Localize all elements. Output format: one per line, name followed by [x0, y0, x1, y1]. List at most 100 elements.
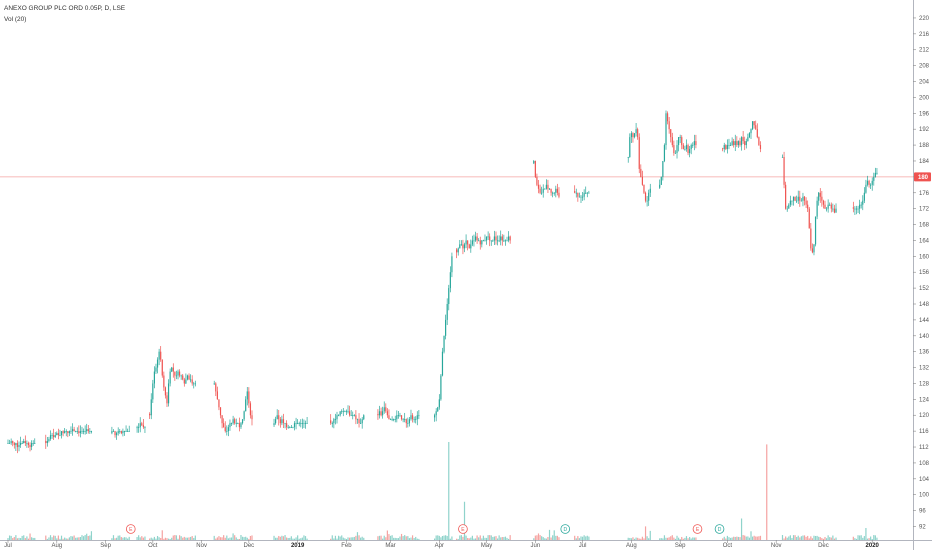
price-axis[interactable]: 92 96 100 104 108 112 116 120 124 128 132 136 140 144… — [913, 16, 931, 531]
candle-body — [26, 443, 28, 444]
earnings-marker[interactable] — [125, 524, 136, 534]
candle-body — [84, 431, 86, 432]
candle-body — [553, 192, 555, 194]
volume-bar — [504, 536, 507, 540]
candle-body — [213, 383, 215, 385]
candle-body — [155, 367, 157, 372]
volume-bar — [29, 533, 31, 540]
volume-bar — [588, 536, 590, 540]
candle-body — [740, 137, 743, 146]
volume-spike-bar — [463, 501, 466, 540]
candle-body — [191, 379, 193, 384]
y-tick-label: 156 — [919, 270, 930, 276]
volume-bar — [739, 537, 741, 540]
volume-bar — [728, 537, 730, 540]
candle-body — [144, 427, 146, 428]
event-marker-letter: E — [129, 527, 133, 533]
candle-body — [558, 192, 560, 197]
x-tick-label: Mar — [385, 543, 395, 549]
volume-spike-bar — [740, 518, 743, 540]
volume-bar — [558, 537, 560, 540]
candle-body — [298, 423, 300, 424]
symbol-title[interactable]: ANEXO GROUP PLC ORD 0.05P, D, LSE — [4, 5, 126, 12]
candle-body — [865, 184, 867, 193]
earnings-marker[interactable] — [692, 524, 703, 534]
volume-bar — [462, 536, 464, 540]
volume-bar — [223, 535, 225, 540]
volume-bar — [34, 537, 36, 540]
volume-bar — [183, 536, 185, 540]
volume-bar — [337, 535, 340, 540]
volume-bar — [59, 538, 61, 540]
x-tick-label: Sep — [675, 543, 686, 549]
volume-bar — [336, 538, 338, 540]
volume-bar — [397, 538, 399, 540]
volume-bar — [391, 535, 393, 540]
volume-bar — [459, 535, 461, 540]
candle-body — [158, 351, 160, 360]
volume-bar — [226, 535, 228, 540]
y-tick-label: 192 — [919, 127, 930, 133]
volume-bar — [186, 537, 189, 540]
candle-body — [581, 196, 584, 198]
candle-body — [489, 236, 491, 241]
volume-bar — [666, 537, 669, 540]
event-marker-letter: D — [718, 527, 722, 533]
volume-bar — [536, 535, 538, 540]
volume-bar — [62, 538, 64, 540]
x-tick-label: Dec — [818, 543, 829, 549]
volume-bar — [852, 536, 854, 540]
volume-bar — [12, 538, 14, 540]
volume-bar — [457, 538, 459, 540]
candle-body — [811, 248, 814, 253]
volume-bar — [79, 537, 82, 540]
volume-bar — [416, 538, 418, 540]
volume-bar — [729, 537, 732, 540]
candle-body — [171, 367, 173, 372]
volume-bar — [829, 537, 831, 540]
volume-bar — [356, 532, 359, 540]
volume-bar — [227, 538, 229, 540]
volume-bar — [695, 537, 697, 540]
volume-bar — [641, 536, 643, 540]
candle-body — [863, 192, 865, 201]
volume-bar — [31, 537, 33, 540]
candle-body — [185, 379, 187, 384]
volume-bar — [295, 537, 297, 540]
candle-body — [48, 439, 50, 442]
candle-body — [29, 445, 31, 448]
candle-body — [15, 443, 17, 446]
candle-body — [82, 431, 85, 432]
dividend-marker[interactable] — [714, 524, 725, 534]
volume-bar — [583, 535, 585, 540]
volume-bar — [248, 538, 250, 540]
candle-body — [459, 244, 461, 249]
x-tick-label: Feb — [341, 543, 352, 549]
candle-body — [637, 129, 639, 138]
candle-body — [60, 431, 63, 436]
earnings-marker[interactable] — [458, 524, 468, 534]
volume-bar — [358, 535, 360, 540]
volume-bar — [284, 535, 286, 540]
volume-bar — [73, 535, 75, 540]
dividend-marker[interactable] — [560, 524, 571, 534]
volume-bar — [8, 535, 11, 540]
volume-bar — [389, 535, 392, 540]
volume-bar — [352, 537, 354, 540]
candle-body — [32, 443, 34, 444]
candle-body — [467, 240, 469, 245]
volume-bar — [660, 538, 662, 540]
candle-body — [347, 411, 349, 413]
volume-bar — [638, 538, 640, 540]
candle-body — [629, 137, 631, 158]
candle-body — [859, 204, 861, 209]
volume-bar — [690, 538, 692, 540]
volume-indicator-label[interactable]: Vol (20) — [4, 16, 27, 23]
volume-bar — [304, 536, 307, 540]
candle-body — [681, 137, 683, 146]
candle-body — [662, 160, 664, 177]
time-axis[interactable]: Jul Aug Sep Oct Nov Dec 2019 Feb Mar Apr May Jun Jul… — [4, 540, 880, 549]
candle-body — [751, 121, 754, 130]
volume-bar — [191, 536, 193, 540]
